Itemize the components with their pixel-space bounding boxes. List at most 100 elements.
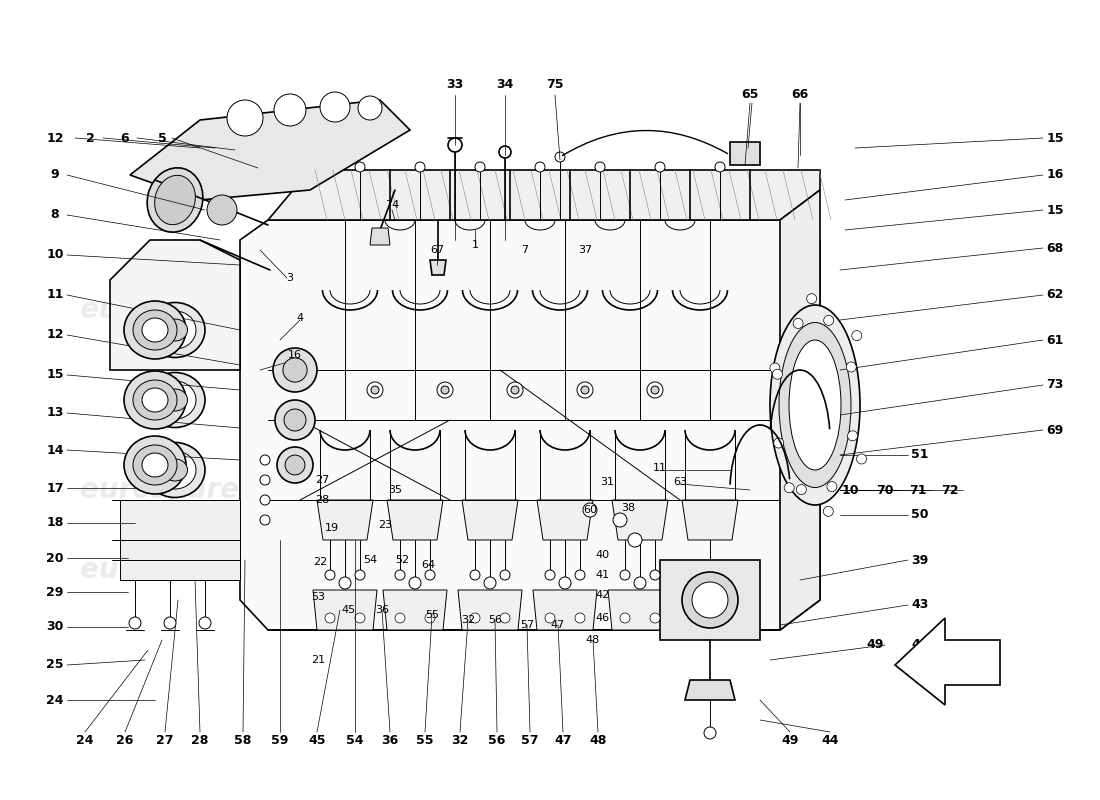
- Text: 20: 20: [46, 551, 64, 565]
- Circle shape: [324, 570, 336, 580]
- Ellipse shape: [154, 381, 196, 419]
- Text: eurospares: eurospares: [350, 296, 526, 324]
- Circle shape: [260, 475, 270, 485]
- Ellipse shape: [779, 322, 851, 487]
- Text: 5: 5: [157, 131, 166, 145]
- Text: 28: 28: [315, 495, 329, 505]
- Circle shape: [583, 503, 597, 517]
- Ellipse shape: [145, 442, 205, 498]
- Polygon shape: [110, 240, 240, 370]
- Circle shape: [824, 315, 834, 326]
- Circle shape: [784, 482, 794, 493]
- Ellipse shape: [155, 175, 196, 225]
- Circle shape: [827, 482, 837, 491]
- Circle shape: [595, 162, 605, 172]
- Circle shape: [512, 386, 519, 394]
- Circle shape: [575, 570, 585, 580]
- Text: 1: 1: [472, 240, 478, 250]
- Ellipse shape: [163, 389, 187, 411]
- Polygon shape: [130, 100, 410, 200]
- Polygon shape: [120, 500, 240, 580]
- Circle shape: [320, 92, 350, 122]
- Circle shape: [164, 617, 176, 629]
- Text: 67: 67: [430, 245, 444, 255]
- Text: 26: 26: [117, 734, 134, 746]
- Ellipse shape: [163, 459, 187, 481]
- Text: 12: 12: [46, 131, 64, 145]
- Ellipse shape: [147, 168, 202, 232]
- Ellipse shape: [124, 371, 186, 429]
- Text: 49: 49: [781, 734, 799, 746]
- Circle shape: [704, 577, 716, 589]
- Polygon shape: [685, 680, 735, 700]
- Text: 27: 27: [315, 475, 329, 485]
- Text: 15: 15: [46, 369, 64, 382]
- Circle shape: [806, 294, 816, 304]
- Circle shape: [371, 386, 380, 394]
- Text: 15: 15: [1046, 203, 1064, 217]
- Text: 61: 61: [1046, 334, 1064, 346]
- Text: 30: 30: [46, 621, 64, 634]
- Text: 17: 17: [46, 482, 64, 494]
- Text: 32: 32: [461, 615, 475, 625]
- Ellipse shape: [124, 301, 186, 359]
- Ellipse shape: [133, 380, 177, 420]
- Circle shape: [772, 370, 782, 379]
- Circle shape: [475, 162, 485, 172]
- Text: 16: 16: [288, 350, 302, 360]
- Text: 52: 52: [395, 555, 409, 565]
- Circle shape: [425, 570, 435, 580]
- Circle shape: [647, 382, 663, 398]
- Circle shape: [846, 362, 856, 372]
- Circle shape: [395, 613, 405, 623]
- Text: eurospares: eurospares: [620, 476, 795, 504]
- Polygon shape: [383, 590, 447, 630]
- Circle shape: [575, 613, 585, 623]
- Text: 15: 15: [1046, 131, 1064, 145]
- Circle shape: [339, 577, 351, 589]
- Polygon shape: [608, 590, 672, 630]
- Ellipse shape: [142, 318, 168, 342]
- Text: eurospares: eurospares: [80, 556, 255, 584]
- Text: 56: 56: [488, 615, 502, 625]
- Text: 11: 11: [653, 463, 667, 473]
- Polygon shape: [387, 500, 443, 540]
- Text: 59: 59: [272, 734, 288, 746]
- Text: 45: 45: [341, 605, 355, 615]
- Text: 51: 51: [911, 449, 928, 462]
- Ellipse shape: [145, 373, 205, 427]
- Polygon shape: [780, 190, 820, 630]
- Text: 10: 10: [842, 483, 859, 497]
- Text: 55: 55: [416, 734, 433, 746]
- Text: 33: 33: [447, 78, 463, 91]
- Text: 45: 45: [308, 734, 326, 746]
- Circle shape: [500, 613, 510, 623]
- Text: 74: 74: [385, 200, 399, 210]
- Ellipse shape: [142, 388, 168, 412]
- Text: 71: 71: [910, 483, 926, 497]
- FancyArrowPatch shape: [562, 130, 727, 155]
- Circle shape: [793, 318, 803, 329]
- Circle shape: [544, 613, 556, 623]
- Polygon shape: [895, 618, 1000, 705]
- Circle shape: [470, 570, 480, 580]
- Text: 68: 68: [1046, 242, 1064, 254]
- Circle shape: [651, 386, 659, 394]
- Circle shape: [441, 386, 449, 394]
- Ellipse shape: [154, 311, 196, 349]
- Text: 48: 48: [590, 734, 607, 746]
- Circle shape: [355, 570, 365, 580]
- Text: 9: 9: [51, 169, 59, 182]
- Circle shape: [277, 447, 313, 483]
- Text: 50: 50: [911, 509, 928, 522]
- Ellipse shape: [163, 319, 187, 341]
- Circle shape: [273, 348, 317, 392]
- Text: 12: 12: [46, 329, 64, 342]
- Polygon shape: [537, 500, 593, 540]
- Polygon shape: [612, 500, 668, 540]
- Circle shape: [409, 577, 421, 589]
- Circle shape: [283, 358, 307, 382]
- Text: 6: 6: [121, 131, 130, 145]
- Polygon shape: [682, 500, 738, 540]
- Text: 23: 23: [378, 520, 392, 530]
